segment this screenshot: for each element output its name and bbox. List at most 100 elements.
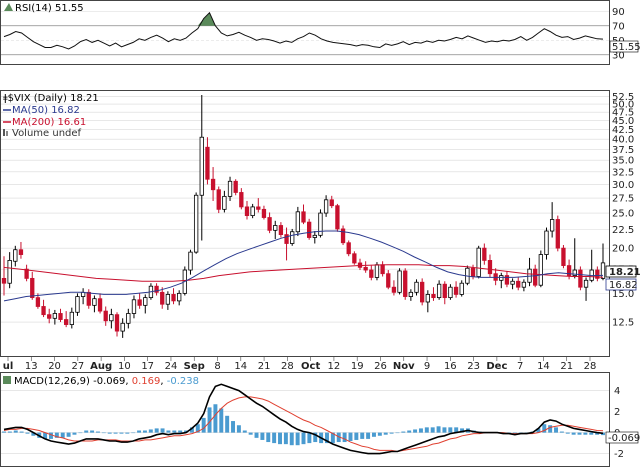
candle-body	[64, 319, 69, 325]
candle-body	[420, 281, 425, 303]
macd-tick-label: -2	[614, 449, 624, 460]
macd-hist-bar	[307, 432, 312, 444]
ma-last-badge-text: 16.82	[609, 280, 638, 291]
candle-body	[41, 306, 46, 316]
x-axis-label: 12	[328, 361, 341, 372]
macd-hist-bar	[418, 428, 423, 433]
candle-body	[566, 265, 572, 276]
macd-hist-bar	[72, 432, 77, 435]
macd-hist-bar	[325, 432, 329, 444]
candle-body	[572, 269, 577, 276]
candle-body	[549, 219, 555, 232]
macd-hist-bar	[559, 431, 564, 433]
candle-body	[499, 275, 504, 281]
candle-body	[35, 297, 41, 307]
candle-body	[75, 296, 80, 313]
candle-body	[193, 194, 199, 253]
candle-body	[346, 242, 351, 255]
x-axis-label: 7	[517, 361, 523, 372]
candle-body	[510, 280, 515, 285]
macd-axis-ticks: 420-2	[614, 386, 624, 460]
x-axis-label: Dec	[486, 361, 507, 372]
candle-body	[301, 211, 306, 223]
candle-body	[284, 234, 289, 244]
macd-hist-bar	[436, 426, 441, 433]
candle-body	[386, 273, 391, 288]
x-axis-label: 9	[424, 361, 430, 372]
macd-hist-bar	[201, 417, 206, 433]
candle-body	[114, 314, 120, 332]
candle-body	[131, 299, 137, 314]
price-legend: ǂ$VIX (Daily) 18.21 MA(50) 16.82 MA(200)…	[3, 93, 99, 139]
candle-body	[538, 254, 543, 286]
candle-body	[47, 314, 52, 319]
candle-body	[431, 294, 436, 299]
price-tick-label: 42.5	[612, 125, 634, 136]
candle-body	[137, 299, 142, 306]
macd-hist-bar	[142, 430, 147, 433]
price-tick-label: 47.5	[612, 108, 634, 119]
macd-hist-bar	[49, 432, 53, 439]
macd-hist-bar	[536, 428, 541, 433]
candle-body	[363, 266, 368, 271]
x-axis-label: Oct	[301, 361, 320, 372]
macd-hist-bar	[60, 432, 65, 438]
candle-body	[273, 225, 278, 231]
candle-body	[414, 281, 419, 293]
macd-hist-bar	[7, 431, 12, 433]
symbol-legend-icon: ǂ	[3, 93, 8, 104]
candle-body	[335, 205, 340, 230]
macd-hist-bar	[225, 415, 230, 433]
ma50-label: MA(50)	[12, 105, 48, 116]
candle-body	[470, 267, 476, 277]
macd-hist-bar	[236, 425, 241, 433]
macd-hist-bar	[148, 429, 153, 433]
macd-hist-bar	[254, 432, 259, 438]
rsi-panel: RSI(14) 51.55 90705030 51.55	[0, 0, 640, 65]
symbol-legend: ǂ$VIX (Daily) 18.21	[3, 93, 99, 104]
macd-hist-bar	[131, 432, 136, 434]
macd-signal-value: 0.169	[132, 376, 161, 387]
candle-body	[86, 291, 91, 306]
x-axis-label: 16	[444, 361, 457, 372]
candle-body	[459, 282, 464, 295]
macd-hist-bar	[19, 431, 24, 433]
candle-body	[306, 221, 312, 238]
candle-body	[340, 228, 346, 244]
macd-hist-bar	[554, 427, 558, 433]
rsi-grid	[1, 10, 609, 56]
candle-body	[103, 310, 108, 322]
macd-hist-bar	[184, 430, 189, 433]
macd-panel-frame	[0, 372, 610, 467]
x-axis-label: 10	[118, 361, 131, 372]
candle-body	[222, 195, 227, 210]
price-tick-label: 37.5	[612, 145, 634, 156]
symbol-label: $VIX (Daily)	[8, 93, 67, 104]
candle-body	[244, 206, 250, 217]
macd-hist-bar	[54, 432, 59, 438]
macd-hist-bar	[278, 432, 282, 445]
x-axis-label: 26	[374, 361, 387, 372]
macd-hist-bar	[213, 404, 218, 433]
x-axis-label: 20	[48, 361, 61, 372]
price-tick-label: 22.5	[612, 225, 634, 236]
candle-body	[561, 247, 566, 266]
macd-hist-bar	[583, 432, 588, 435]
candle-body	[369, 269, 374, 278]
rsi-tick-label: 70	[612, 21, 625, 32]
x-axis-label: 13	[25, 361, 38, 372]
macd-hist-bar	[119, 432, 124, 434]
price-tick-label: 35.0	[612, 156, 634, 167]
macd-hist-bar	[166, 430, 171, 433]
candle-body	[205, 146, 210, 180]
candle-body	[250, 206, 255, 217]
macd-hist-bar	[330, 432, 335, 444]
macd-hist-bar	[542, 424, 547, 433]
x-axis-label: 19	[351, 361, 364, 372]
x-axis-label: 21	[560, 361, 573, 372]
svg-text:MACD(12,26,9) -0.069, 0.169, -: MACD(12,26,9) -0.069, 0.169, -0.238	[14, 376, 199, 387]
candle-body	[521, 281, 527, 288]
macd-last-badge: -0.069	[605, 431, 640, 444]
macd-hist-bar	[342, 432, 347, 443]
